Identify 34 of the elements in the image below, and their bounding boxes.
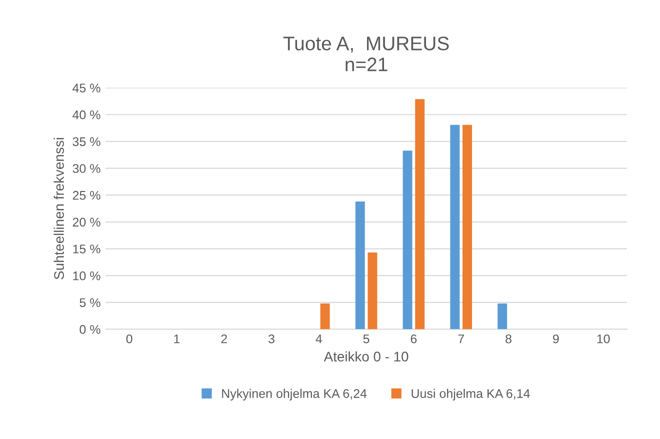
x-tick-label: 3 — [268, 334, 274, 344]
y-tick-label: 40 % — [72, 110, 100, 120]
x-tick-label: 9 — [553, 334, 559, 344]
bar — [355, 202, 365, 330]
y-tick-label: 5 % — [80, 298, 100, 308]
bar — [450, 124, 460, 330]
y-tick-label: 0 % — [80, 325, 100, 334]
bar — [368, 252, 378, 330]
y-axis-title: Suhteellinen frekvenssi — [54, 138, 64, 280]
x-tick-label: 8 — [506, 334, 512, 344]
y-tick-label: 35 % — [72, 137, 100, 146]
x-tick-label: 6 — [410, 334, 417, 344]
x-tick-label: 4 — [316, 334, 322, 344]
y-tick-label: 20 % — [72, 218, 100, 227]
y-tick-label: 15 % — [73, 244, 100, 254]
x-tick-label: 2 — [221, 334, 227, 344]
x-tick-label: 7 — [458, 334, 464, 344]
bar — [462, 124, 472, 330]
y-tick-label: 30 % — [72, 164, 100, 173]
y-tick-label: 10 % — [73, 271, 100, 280]
x-axis-title: Ateikko 0 - 10 — [324, 351, 408, 362]
bar — [415, 99, 425, 330]
legend-label: Nykyinen ohjelma KA 6,24 — [222, 388, 367, 400]
y-tick-label: 45 % — [72, 84, 100, 92]
x-tick-label: 10 — [597, 334, 610, 344]
y-tick-label: 25 % — [72, 190, 100, 200]
bar — [498, 303, 508, 330]
bar — [402, 150, 412, 330]
chart-title: Tuote A, MUREUS n=21 — [283, 36, 449, 72]
x-tick-label: 5 — [363, 334, 370, 344]
legend-label: Uusi ohjelma KA 6,14 — [412, 388, 530, 400]
bar — [320, 303, 330, 330]
x-tick-label: 1 — [174, 334, 180, 344]
x-tick-label: 0 — [126, 334, 132, 344]
